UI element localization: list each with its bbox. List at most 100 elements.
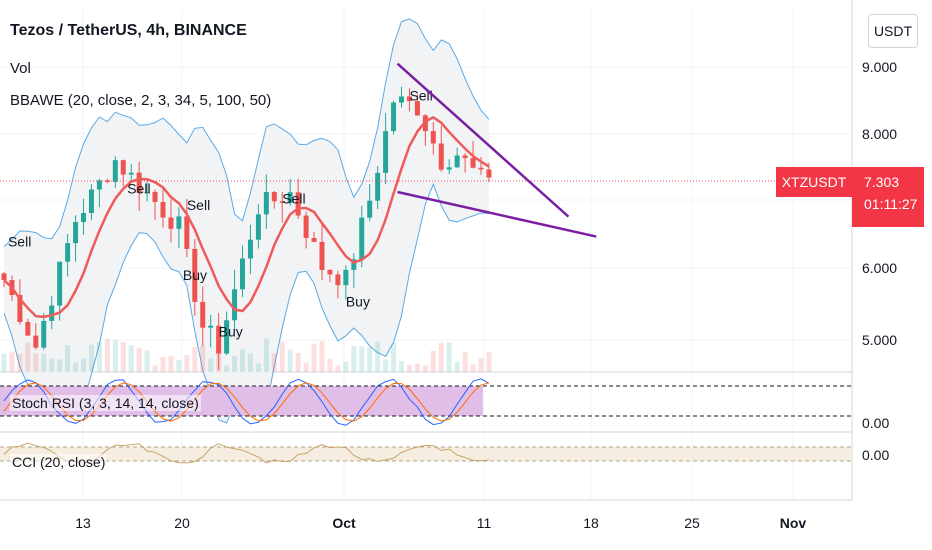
price-tick-label: 9.000 — [862, 59, 897, 75]
candle-body — [271, 192, 277, 202]
volume-bar — [422, 365, 428, 372]
candle-body — [430, 131, 436, 144]
candle-body — [104, 180, 110, 182]
candle-body — [255, 214, 261, 240]
candle-body — [462, 155, 468, 159]
volume-bar — [399, 361, 404, 372]
volume-bar — [65, 345, 71, 372]
candle-body — [399, 96, 404, 103]
volume-bar — [81, 358, 86, 372]
candle-body — [319, 241, 325, 270]
volume-bar — [295, 352, 301, 372]
volume-legend: Vol — [10, 60, 31, 77]
candle-body — [351, 259, 357, 270]
candle-body — [57, 261, 63, 306]
candle-body — [152, 191, 158, 202]
candle-body — [335, 274, 341, 286]
buy-signal-label: Buy — [219, 323, 243, 339]
volume-bar — [271, 353, 277, 372]
candle-body — [184, 216, 190, 249]
volume-bar — [208, 358, 214, 372]
candle-body — [232, 289, 238, 321]
candle-body — [240, 258, 245, 290]
volume-bar — [414, 363, 420, 372]
volume-bar — [41, 353, 47, 372]
volume-bar — [462, 352, 468, 372]
candle-body — [136, 172, 142, 193]
volume-bar — [192, 346, 198, 372]
candle-body — [311, 237, 317, 242]
sell-signal-label: Sell — [8, 234, 31, 250]
candle-body — [327, 269, 333, 275]
buy-signal-label: Buy — [183, 267, 207, 283]
candle-body — [295, 192, 301, 216]
volume-bar — [247, 353, 253, 372]
chart-title: Tezos / TetherUS, 4h, BINANCE — [10, 22, 247, 39]
volume-bar — [112, 340, 118, 372]
volume-bar — [160, 356, 166, 372]
candle-body — [208, 325, 214, 328]
volume-bar — [335, 365, 341, 372]
cci-axis-value: 0.00 — [862, 447, 889, 463]
candle-body — [486, 169, 492, 178]
candle-body — [414, 101, 420, 116]
volume-bar — [128, 345, 134, 372]
price-tick-label: 8.000 — [862, 126, 897, 142]
time-tick-label: 18 — [583, 515, 599, 531]
volume-bar — [279, 341, 285, 372]
current-price-box: 7.303 01:11:27 — [852, 167, 924, 227]
candle-body — [343, 269, 349, 286]
candle-body — [470, 158, 476, 168]
candle-body — [216, 325, 222, 354]
volume-bar — [470, 364, 476, 372]
time-tick-label: 25 — [684, 515, 700, 531]
candle-body — [303, 215, 309, 238]
volume-bar — [73, 362, 79, 372]
volume-bar — [224, 365, 230, 372]
candle-body — [406, 96, 412, 102]
time-tick-label: 11 — [477, 515, 492, 531]
volume-bar — [136, 348, 142, 372]
candle-body — [192, 248, 198, 302]
volume-bar — [184, 354, 190, 372]
bollinger-upper-band — [3, 18, 490, 248]
candle-body — [168, 217, 174, 229]
trendline[interactable] — [397, 190, 597, 238]
volume-bar — [232, 355, 238, 372]
volume-bar — [383, 359, 389, 372]
indicator-legend: BBAWE (20, close, 2, 3, 34, 5, 100, 50) — [10, 92, 272, 109]
candle-body — [128, 172, 134, 175]
candle-body — [359, 217, 365, 260]
buy-signal-label: Buy — [346, 293, 370, 309]
candle-body — [375, 172, 381, 201]
candle-body — [144, 191, 150, 193]
sell-signal-label: Sell — [282, 190, 305, 206]
volume-bar — [486, 352, 492, 372]
volume-bar — [359, 346, 365, 372]
candle-body — [176, 216, 182, 229]
candle-body — [391, 102, 397, 132]
volume-bar — [17, 353, 23, 372]
sell-signal-label: Sell — [187, 197, 210, 213]
volume-bar — [375, 341, 381, 372]
volume-bar — [176, 359, 182, 372]
candle-body — [112, 160, 118, 182]
volume-bar — [240, 349, 245, 372]
volume-bar — [430, 350, 436, 372]
time-tick-label: 20 — [174, 515, 190, 531]
trendline[interactable] — [396, 62, 570, 218]
candle-body — [224, 320, 230, 354]
volume-bar — [255, 363, 261, 372]
currency-button[interactable]: USDT — [868, 14, 918, 48]
bollinger-basis-line — [3, 115, 490, 319]
volume-bar — [168, 355, 174, 372]
volume-bar — [104, 338, 110, 372]
volume-bar — [49, 358, 55, 372]
volume-bar — [438, 342, 444, 372]
candle-body — [200, 301, 206, 328]
volume-bar — [303, 362, 309, 372]
volume-bar — [391, 342, 397, 372]
candle-body — [25, 321, 31, 336]
volume-bar — [343, 361, 349, 372]
